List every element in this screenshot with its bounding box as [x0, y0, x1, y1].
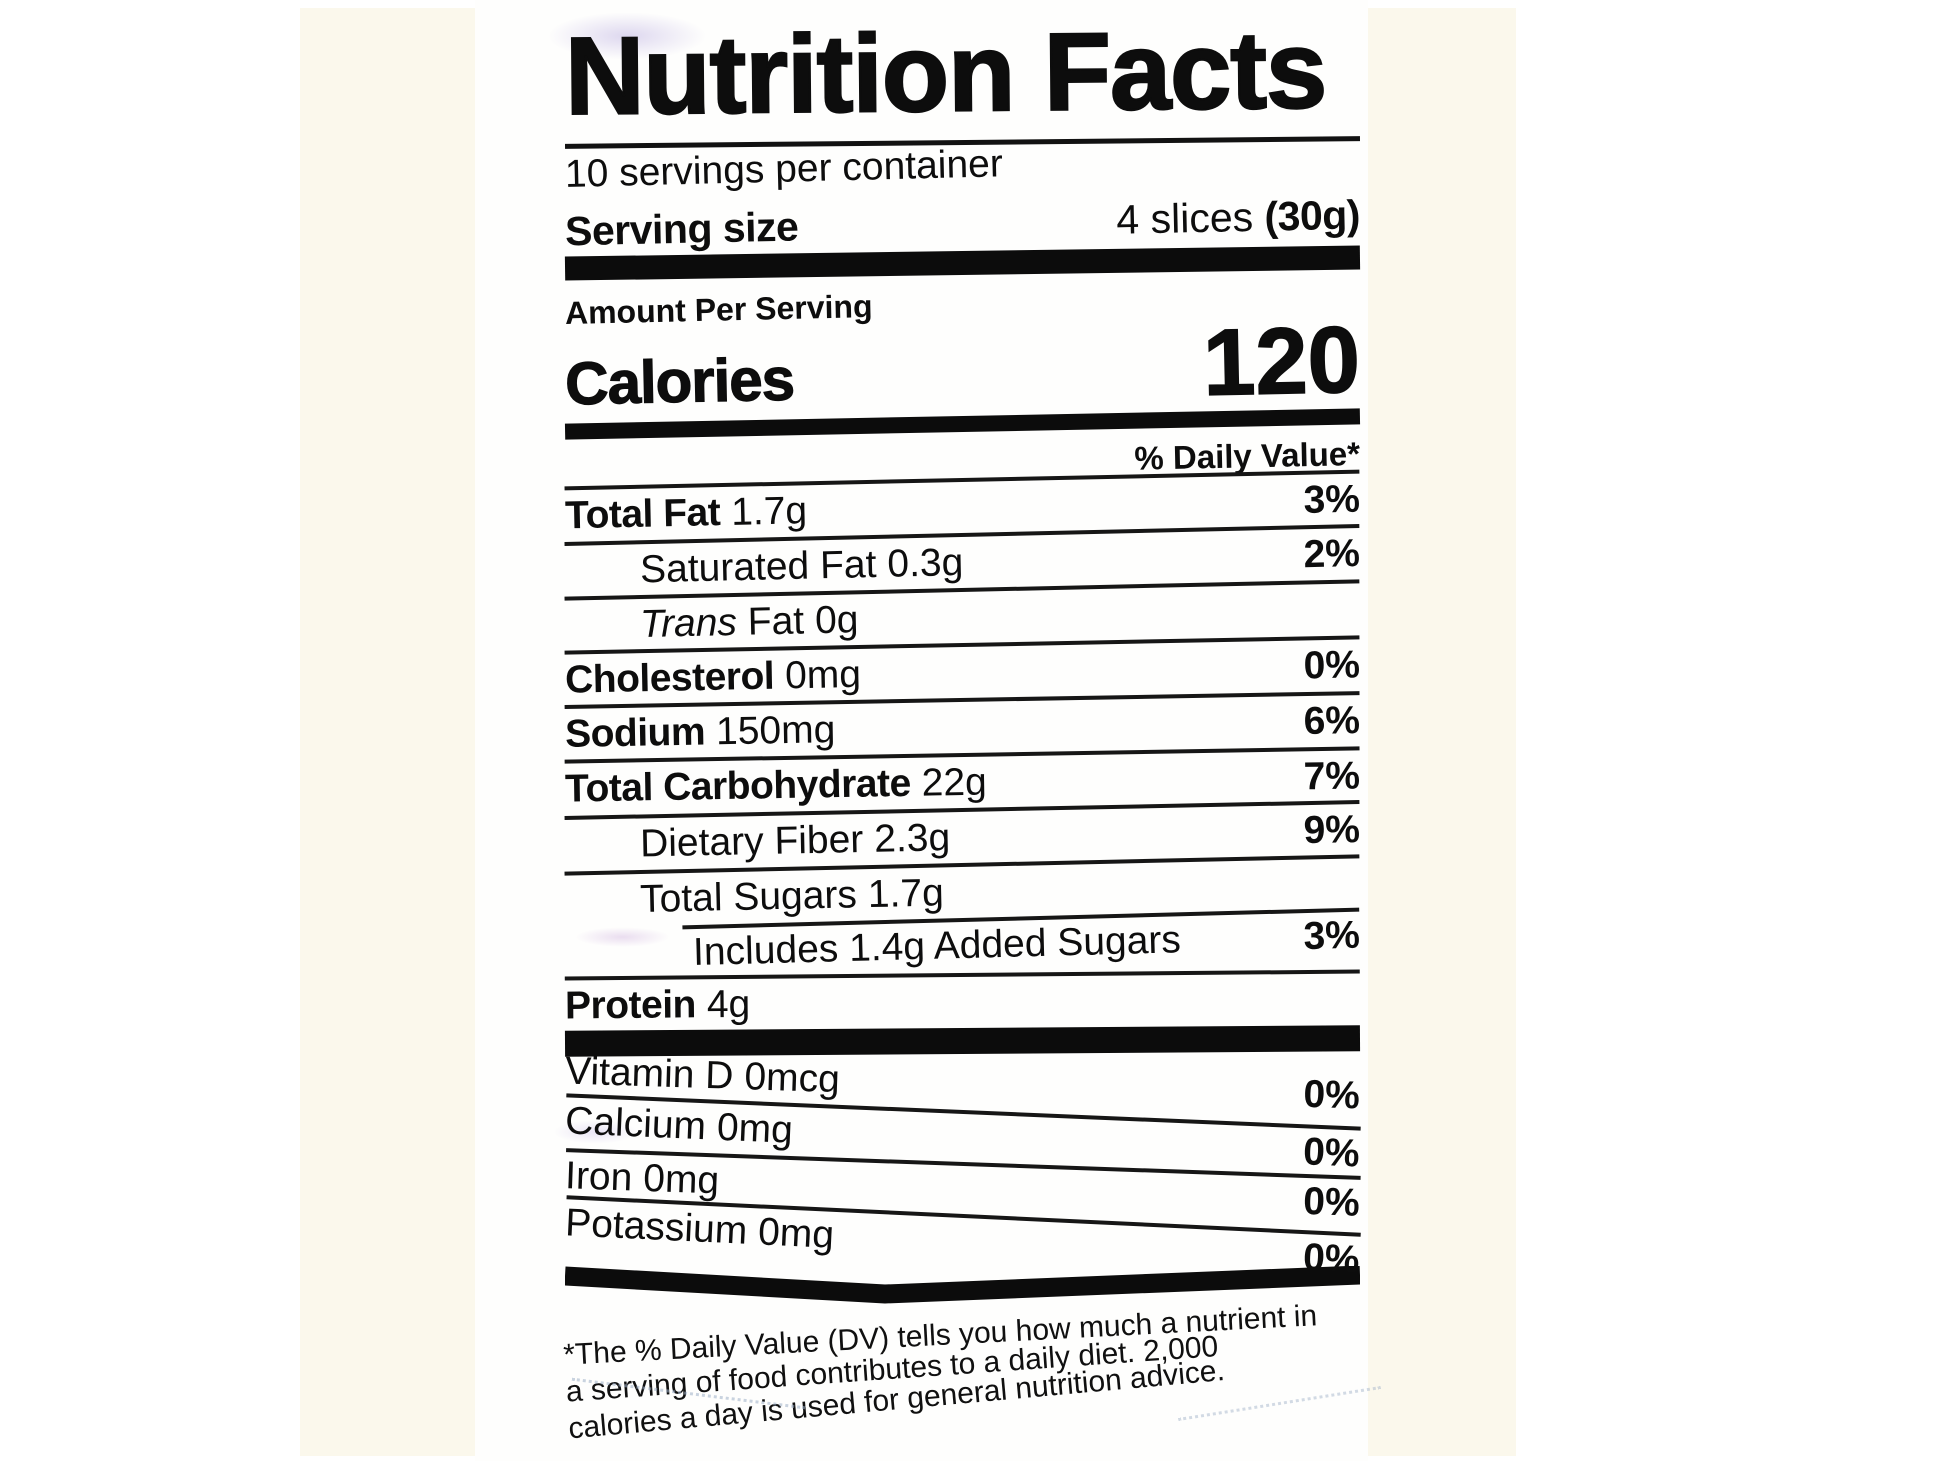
nutrient-daily-value: 3% [1303, 476, 1361, 522]
nutrition-label: Nutrition Facts 10 servings per containe… [475, 0, 1381, 1461]
vitamin-amount: 0mg [716, 1105, 794, 1152]
serving-size-value: 4 slices (30g) [1116, 190, 1361, 243]
nutrient-daily-value: 9% [1303, 807, 1361, 852]
nutrient-daily-value: 6% [1303, 698, 1361, 743]
label-title-text: Nutrition Facts [563, 7, 1327, 139]
serving-size-label: Serving size [564, 203, 799, 255]
nutrient-amount: 22g [921, 759, 988, 804]
nutrient-daily-value: 2% [1303, 531, 1361, 576]
nutrient-name: Saturated Fat [639, 542, 877, 591]
vitamin-name: Calcium [564, 1099, 707, 1148]
nutrient-name: Total Carbohydrate [564, 761, 912, 810]
nutrient-name: Cholesterol [564, 653, 775, 701]
nutrient-name: Protein [564, 982, 697, 1027]
calories-label: Calories [564, 345, 795, 418]
nutrient-row: Protein 4g [564, 969, 1361, 1032]
nutrient-amount: 0g [814, 597, 859, 642]
vitamin-amount: 0mg [642, 1156, 720, 1203]
nutrient-amount: 150mg [715, 707, 836, 753]
nutrient-daily-value: 7% [1303, 753, 1361, 798]
nutrient-daily-value: 3% [1302, 912, 1361, 958]
nutrient-amount: 4g [706, 982, 751, 1026]
serving-size-value-weight: (30g) [1263, 191, 1361, 240]
vitamin-daily-value: 0% [1302, 1235, 1361, 1282]
nutrient-amount: 0.3g [886, 540, 964, 585]
nutrient-amount: 1.7g [730, 488, 808, 534]
nutrient-amount: 0mg [784, 652, 862, 697]
vitamin-amount: 0mg [757, 1210, 836, 1257]
vitamin-daily-value: 0% [1302, 1072, 1361, 1118]
thick-divider-bottom-chevron [565, 1265, 1360, 1304]
vitamin-name: Iron [564, 1153, 634, 1200]
nutrient-amount: 1.7g [867, 870, 945, 916]
nutrient-name: Dietary Fiber [639, 817, 864, 865]
nutrient-rows: Total Fat 1.7g 3% Saturated Fat 0.3g 2% Trans … [564, 469, 1361, 1032]
vitamin-name: Vitamin D [564, 1049, 735, 1098]
nutrient-name: Total Fat [564, 490, 721, 537]
nutrient-name: Trans Fat [639, 598, 805, 646]
nutrient-daily-value: 0% [1303, 642, 1361, 687]
nutrient-name: Includes 1.4g Added Sugars [692, 917, 1182, 974]
vitamin-daily-value: 0% [1302, 1179, 1361, 1225]
nutrient-name: Sodium [564, 709, 706, 756]
nutrient-name: Total Sugars [639, 872, 858, 921]
nutrient-amount: 2.3g [873, 815, 951, 860]
vitamin-daily-value: 0% [1302, 1129, 1361, 1176]
nutrition-label-content: Nutrition Facts 10 servings per containe… [547, 7, 1381, 1445]
serving-size-row: Serving size 4 slices (30g) [565, 190, 1361, 255]
calories-row: Calories 120 [564, 305, 1362, 418]
vitamin-name: Potassium [564, 1200, 749, 1253]
vitamin-rows: Vitamin D 0mcg 0% Calcium 0mg 0% Iron 0mg 0% Pota… [564, 1049, 1361, 1285]
nutrient-name-italic: Trans [639, 600, 738, 646]
serving-size-value-quantity: 4 slices [1115, 193, 1265, 243]
calories-value: 120 [1201, 305, 1362, 415]
vitamin-amount: 0mcg [743, 1054, 841, 1101]
label-title: Nutrition Facts [563, 7, 1361, 139]
